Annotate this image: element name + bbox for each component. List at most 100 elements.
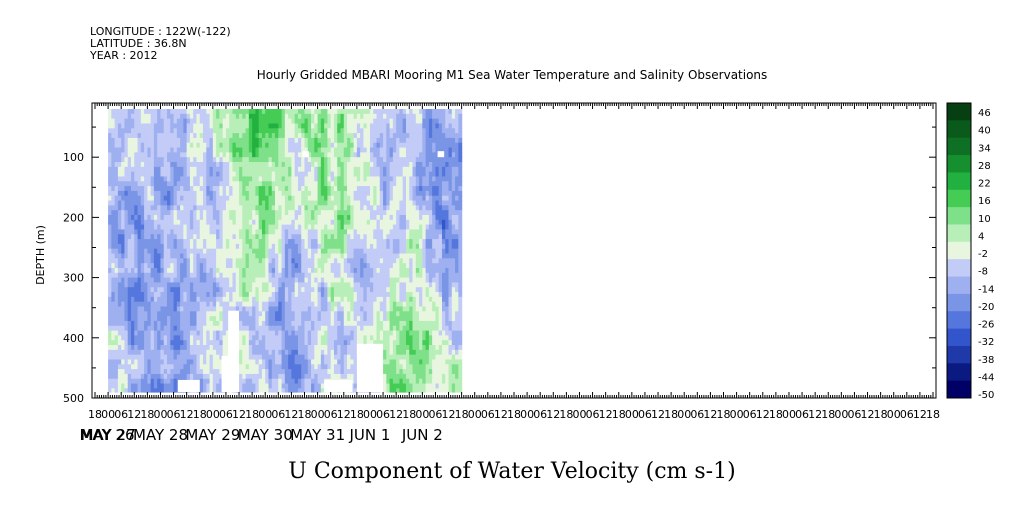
heatmap-cell — [114, 359, 119, 365]
heatmap-cell — [291, 263, 296, 269]
heatmap-cell — [229, 162, 234, 168]
heatmap-cell — [288, 133, 292, 139]
heatmap-cell — [255, 147, 260, 153]
heatmap-cell — [291, 195, 296, 202]
heatmap-cell — [324, 253, 329, 259]
heatmap-cell — [229, 200, 234, 206]
heatmap-cell — [180, 306, 184, 312]
heatmap-cell — [356, 287, 361, 293]
heatmap-cell — [261, 311, 266, 317]
heatmap-cell — [163, 243, 168, 250]
heatmap-cell — [324, 109, 329, 115]
heatmap-cell — [304, 181, 309, 187]
heatmap-cell — [212, 354, 217, 361]
heatmap-cell — [343, 166, 348, 173]
heatmap-cell — [160, 388, 165, 393]
heatmap-cell — [219, 282, 224, 288]
heatmap-cell — [369, 282, 374, 288]
heatmap-cell — [134, 349, 139, 356]
heatmap-cell — [212, 388, 217, 393]
heatmap-cell — [242, 123, 247, 129]
heatmap-cell — [337, 224, 342, 231]
heatmap-cell — [379, 330, 384, 336]
heatmap-cell — [117, 118, 122, 125]
heatmap-cell — [232, 224, 237, 231]
heatmap-cell — [229, 166, 234, 173]
heatmap-cell — [333, 373, 338, 380]
heatmap-cell — [170, 263, 175, 269]
heatmap-cell — [235, 219, 240, 226]
heatmap-cell — [124, 287, 129, 293]
heatmap-cell — [219, 219, 224, 226]
heatmap-cell — [343, 272, 348, 279]
heatmap-cell — [114, 214, 119, 221]
heatmap-cell — [219, 272, 224, 279]
heatmap-cell — [324, 292, 329, 298]
heatmap-cell — [147, 292, 152, 298]
heatmap-cell — [134, 287, 139, 293]
heatmap-cell — [121, 166, 126, 173]
heatmap-cell — [330, 157, 335, 163]
heatmap-cell — [203, 388, 207, 393]
heatmap-cell — [314, 378, 319, 385]
heatmap-cell — [353, 210, 358, 216]
heatmap-cell — [134, 162, 139, 168]
heatmap-cell — [275, 335, 279, 341]
heatmap-cell — [242, 133, 247, 139]
heatmap-cell — [248, 186, 253, 192]
heatmap-cell — [278, 128, 283, 134]
heatmap-cell — [297, 109, 302, 115]
heatmap-cell — [307, 263, 312, 269]
heatmap-cell — [186, 239, 191, 245]
heatmap-cell — [379, 109, 384, 115]
heatmap-cell — [255, 383, 260, 389]
heatmap-cell — [196, 296, 201, 303]
heatmap-cell — [144, 229, 148, 235]
heatmap-cell — [131, 171, 135, 178]
heatmap-cell — [288, 311, 292, 317]
heatmap-cell — [366, 253, 371, 259]
heatmap-cell — [108, 181, 112, 187]
heatmap-cell — [108, 369, 112, 375]
heatmap-cell — [108, 311, 112, 317]
heatmap-cell — [343, 123, 348, 129]
heatmap-cell — [265, 354, 270, 361]
heatmap-cell — [281, 378, 286, 385]
heatmap-cell — [294, 214, 299, 221]
heatmap-cell — [242, 311, 247, 317]
heatmap-cell — [284, 123, 289, 129]
heatmap-cell — [170, 234, 175, 240]
heatmap-cell — [189, 181, 194, 187]
heatmap-cell — [232, 210, 237, 216]
heatmap-cell — [121, 142, 126, 149]
heatmap-cell — [379, 166, 384, 173]
heatmap-cell — [229, 113, 234, 120]
heatmap-cell — [373, 219, 378, 226]
heatmap-cell — [216, 210, 220, 216]
heatmap-cell — [373, 316, 378, 322]
heatmap-cell — [127, 171, 132, 178]
heatmap-cell — [183, 224, 188, 231]
heatmap-cell — [140, 205, 145, 211]
heatmap-cell — [170, 190, 175, 197]
heatmap-cell — [268, 258, 273, 264]
heatmap-cell — [147, 253, 152, 259]
heatmap-cell — [153, 373, 158, 380]
heatmap-cell — [340, 166, 345, 173]
heatmap-cell — [121, 239, 126, 245]
heatmap-cell — [311, 301, 315, 308]
heatmap-cell — [245, 369, 250, 375]
heatmap-cell — [297, 229, 302, 235]
heatmap-cell — [225, 205, 230, 211]
heatmap-cell — [340, 109, 345, 115]
heatmap-cell — [294, 224, 299, 231]
heatmap-cell — [258, 133, 263, 139]
heatmap-cell — [212, 277, 217, 284]
heatmap-cell — [373, 200, 378, 206]
heatmap-cell — [281, 263, 286, 269]
heatmap-cell — [183, 296, 188, 303]
heatmap-cell — [379, 128, 384, 134]
heatmap-cell — [343, 335, 348, 341]
heatmap-cell — [255, 239, 260, 245]
heatmap-cell — [261, 340, 266, 346]
